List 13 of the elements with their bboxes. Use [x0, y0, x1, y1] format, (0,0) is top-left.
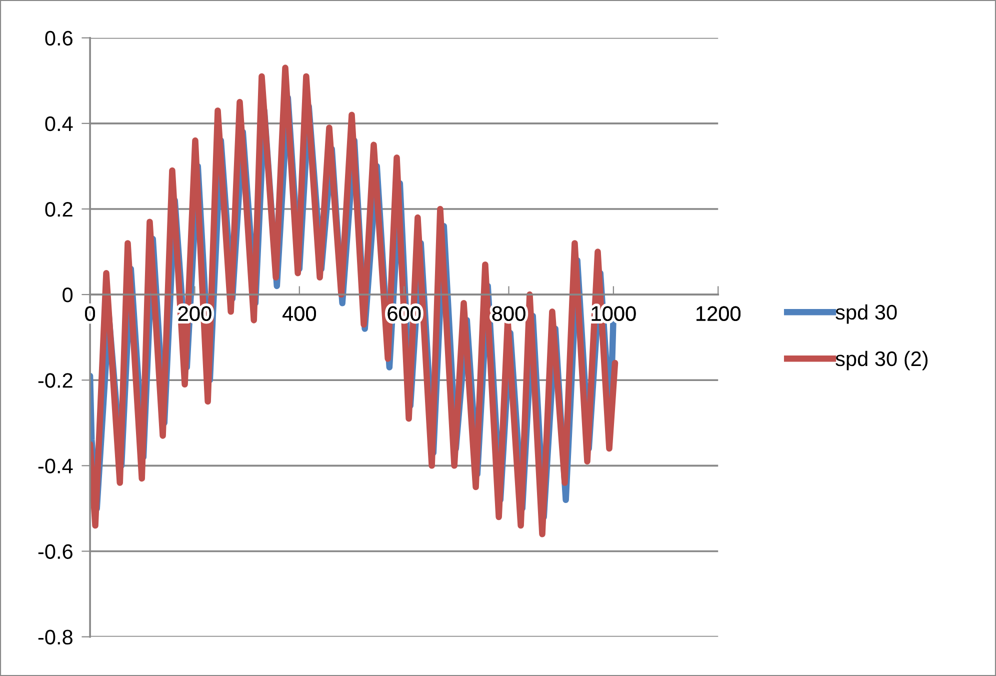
y-tick-label: 0.4: [45, 116, 73, 132]
y-tick-label: -0.2: [38, 373, 72, 388]
y-tick-label: -0.4: [38, 458, 73, 474]
y-tick-label: 0.6: [45, 30, 72, 46]
legend-label: spd 30: [836, 304, 897, 324]
x-tick-label: 0: [85, 306, 96, 321]
y-tick-label: -0.6: [38, 544, 72, 559]
x-tick-label: 1200: [696, 306, 740, 321]
y-tick-label: 0: [62, 288, 73, 302]
y-tick-label: 0.2: [45, 202, 72, 217]
y-tick-label: -0.8: [38, 630, 72, 645]
legend-label: spd 30 (2): [836, 350, 928, 370]
x-tick-label: 400: [282, 306, 316, 321]
